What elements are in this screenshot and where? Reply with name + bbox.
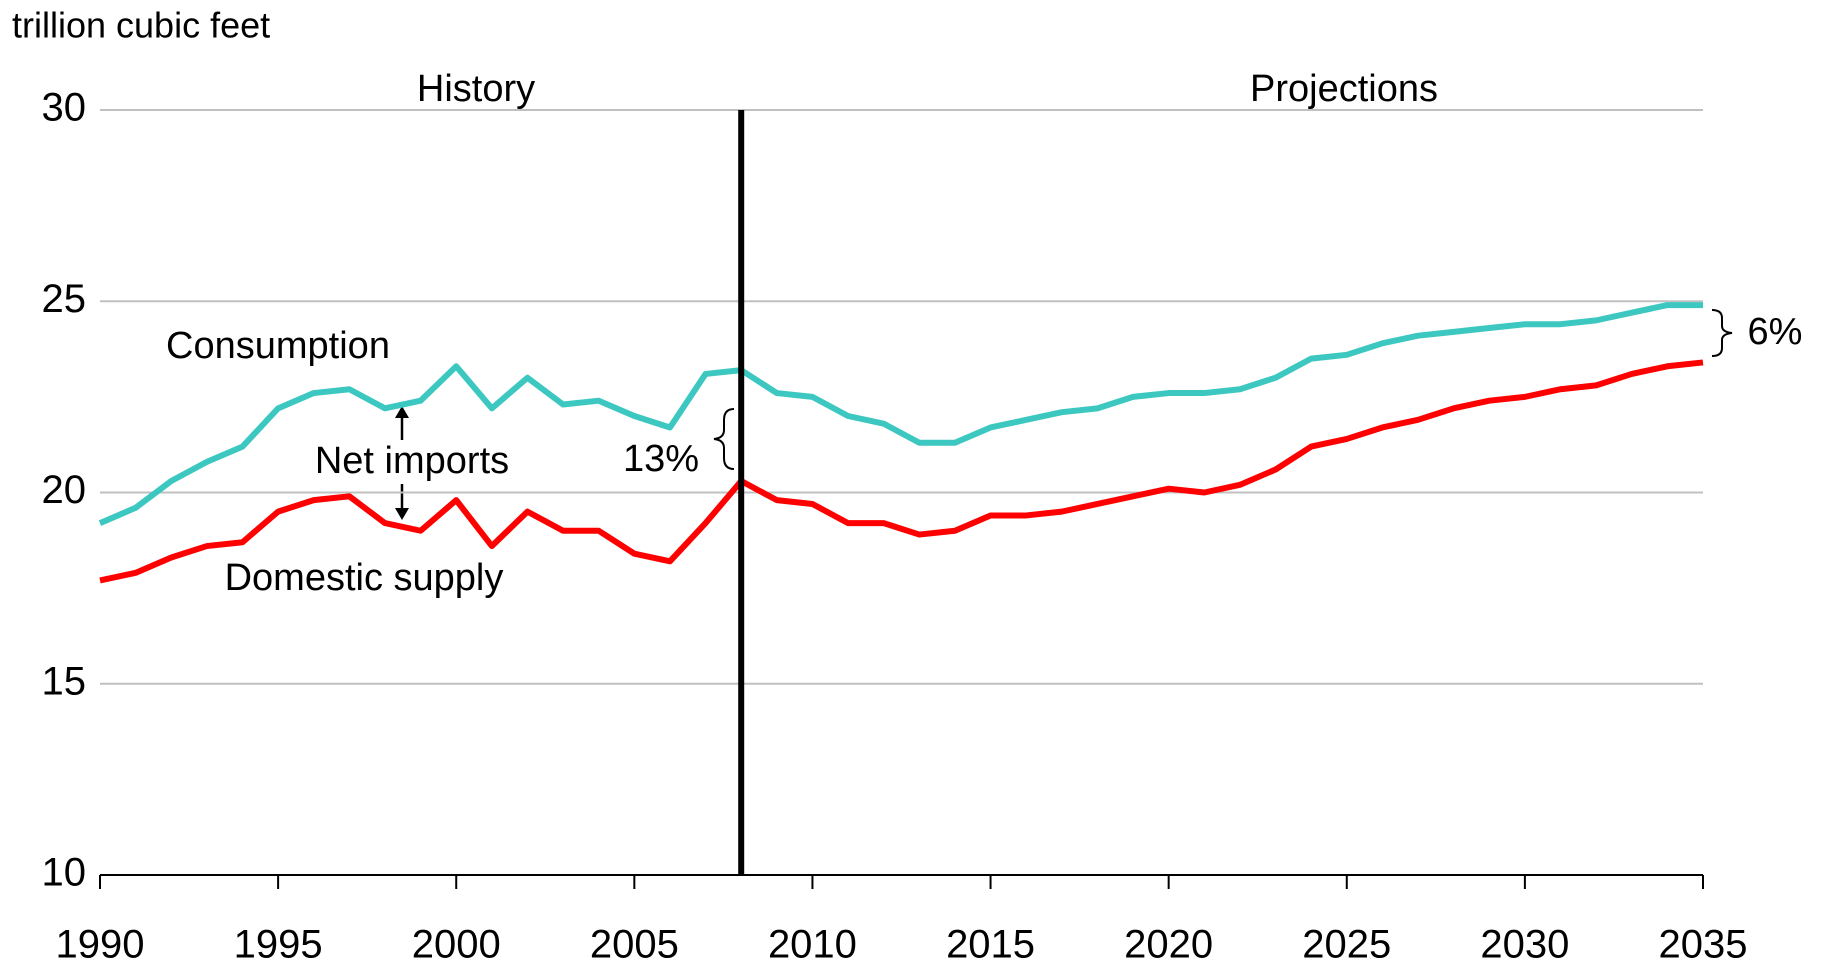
- y-axis-label: trillion cubic feet: [12, 5, 270, 46]
- y-tick-label: 20: [42, 468, 87, 512]
- net-imports-arrows: [395, 406, 409, 520]
- x-tick-label: 2025: [1302, 923, 1391, 964]
- x-tick-label: 2030: [1480, 923, 1569, 964]
- x-tick-label: 2010: [768, 923, 857, 964]
- y-tick-label: 30: [42, 86, 87, 130]
- net-imports-label: Net imports: [315, 440, 509, 482]
- y-tick-label: 25: [42, 277, 87, 321]
- x-tick-label: 2000: [412, 923, 501, 964]
- x-tick-label: 2020: [1124, 923, 1213, 964]
- y-tick-label: 10: [42, 851, 87, 895]
- x-tick-label: 1995: [234, 923, 323, 964]
- x-tick-label: 2005: [590, 923, 679, 964]
- gap-2008-label: 13%: [623, 438, 699, 480]
- x-tick-label: 2015: [946, 923, 1035, 964]
- y-tick-label: 15: [42, 659, 87, 703]
- gap-2035-label: 6%: [1748, 311, 1803, 353]
- history-label: History: [417, 68, 535, 110]
- x-tick-label: 1990: [56, 923, 145, 964]
- line-series: [98, 302, 1703, 526]
- legend-label: Consumption: [166, 325, 390, 367]
- brace-2008: [713, 408, 735, 470]
- legend-label: Domestic supply: [225, 557, 504, 599]
- projections-label: Projections: [1250, 68, 1438, 110]
- x-tick-label: 2035: [1659, 923, 1748, 964]
- line-series: [99, 359, 1704, 584]
- brace-2035: [1711, 309, 1733, 357]
